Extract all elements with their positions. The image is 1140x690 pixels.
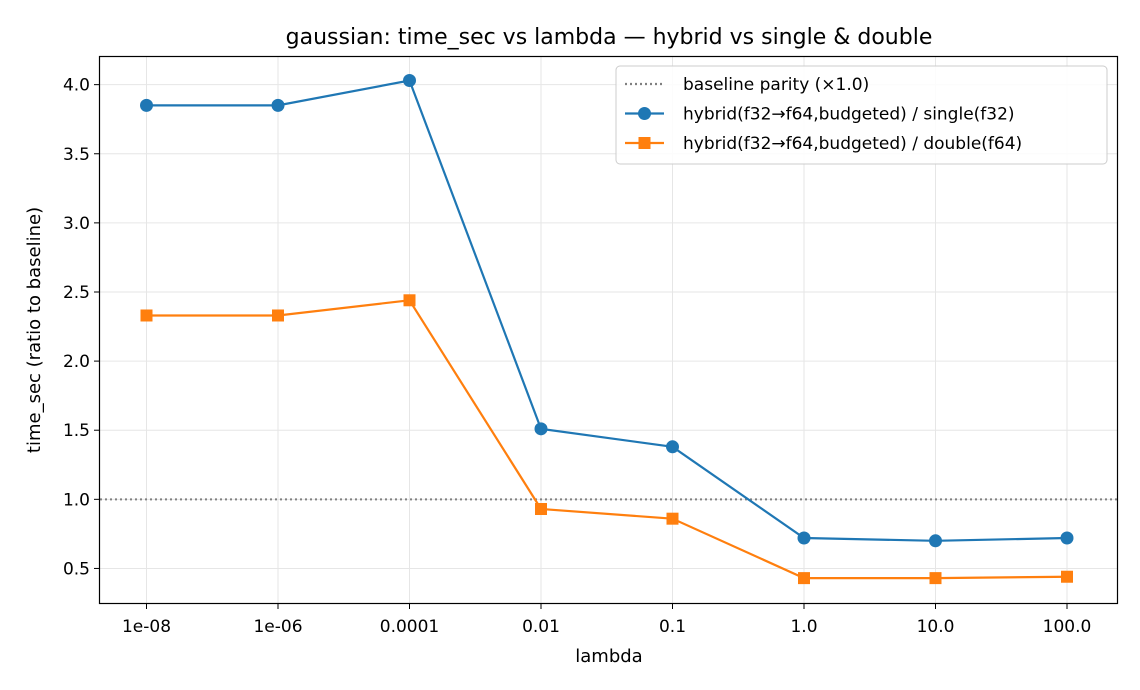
x-tick-label: 1e-08: [122, 617, 171, 637]
data-point-square: [1061, 570, 1073, 583]
legend-box: [615, 65, 1108, 165]
data-point-circle: [797, 531, 811, 545]
legend-label: baseline parity (×1.0): [683, 75, 869, 95]
y-tick-label: 4.0: [63, 76, 90, 96]
chart-title: gaussian: time_sec vs lambda — hybrid vs…: [286, 25, 933, 50]
x-tick-label: 0.01: [522, 617, 560, 637]
legend-marker-square: [638, 137, 651, 149]
data-point-square: [140, 309, 153, 322]
data-point-circle: [140, 98, 153, 112]
y-tick-label: 1.5: [63, 421, 90, 441]
series-line-0: [146, 79, 1068, 542]
ticks: 1e-08 1e-06 0.0001 0.01 0.1 1.0 10.0 100.0 0.5 1.…: [63, 76, 1091, 637]
data-point-square: [929, 572, 942, 585]
data-point-circle: [929, 534, 942, 548]
plot-frame: [98, 55, 1119, 605]
data-point-square: [403, 294, 416, 307]
data-point-circle: [666, 440, 679, 454]
y-axis-label: time_sec (ratio to baseline): [24, 207, 45, 453]
y-tick-label: 2.5: [63, 283, 90, 303]
x-tick-label: 100.0: [1043, 617, 1092, 637]
x-tick-label: 1.0: [790, 617, 817, 637]
data-point-square: [272, 309, 284, 322]
legend: baseline parity (×1.0) hybrid(f32→f64,bud…: [615, 65, 1108, 165]
data-point-square: [666, 512, 679, 525]
legend-marker-circle: [638, 107, 651, 120]
data-point-circle: [534, 422, 548, 436]
data-point-circle: [403, 73, 416, 87]
x-tick-label: 0.0001: [380, 617, 439, 637]
data-point-circle: [271, 98, 285, 112]
legend-label: hybrid(f32→f64,budgeted) / double(f64): [683, 134, 1022, 154]
data-point-circle: [1060, 531, 1074, 545]
y-tick-label: 0.5: [63, 559, 90, 579]
x-axis-label: lambda: [575, 646, 642, 667]
y-tick-label: 3.0: [63, 214, 90, 234]
y-tick-label: 2.0: [63, 352, 90, 372]
data-point-square: [535, 503, 547, 516]
x-tick-label: 0.1: [659, 617, 686, 637]
series-line-1: [146, 299, 1068, 580]
y-tick-label: 1.0: [63, 490, 90, 510]
y-tick-label: 3.5: [63, 145, 90, 165]
series-group: [140, 73, 1074, 585]
x-tick-label: 1e-06: [253, 617, 302, 637]
legend-label: hybrid(f32→f64,budgeted) / single(f32): [683, 105, 1015, 125]
data-point-square: [798, 572, 810, 585]
x-tick-label: 10.0: [917, 617, 955, 637]
